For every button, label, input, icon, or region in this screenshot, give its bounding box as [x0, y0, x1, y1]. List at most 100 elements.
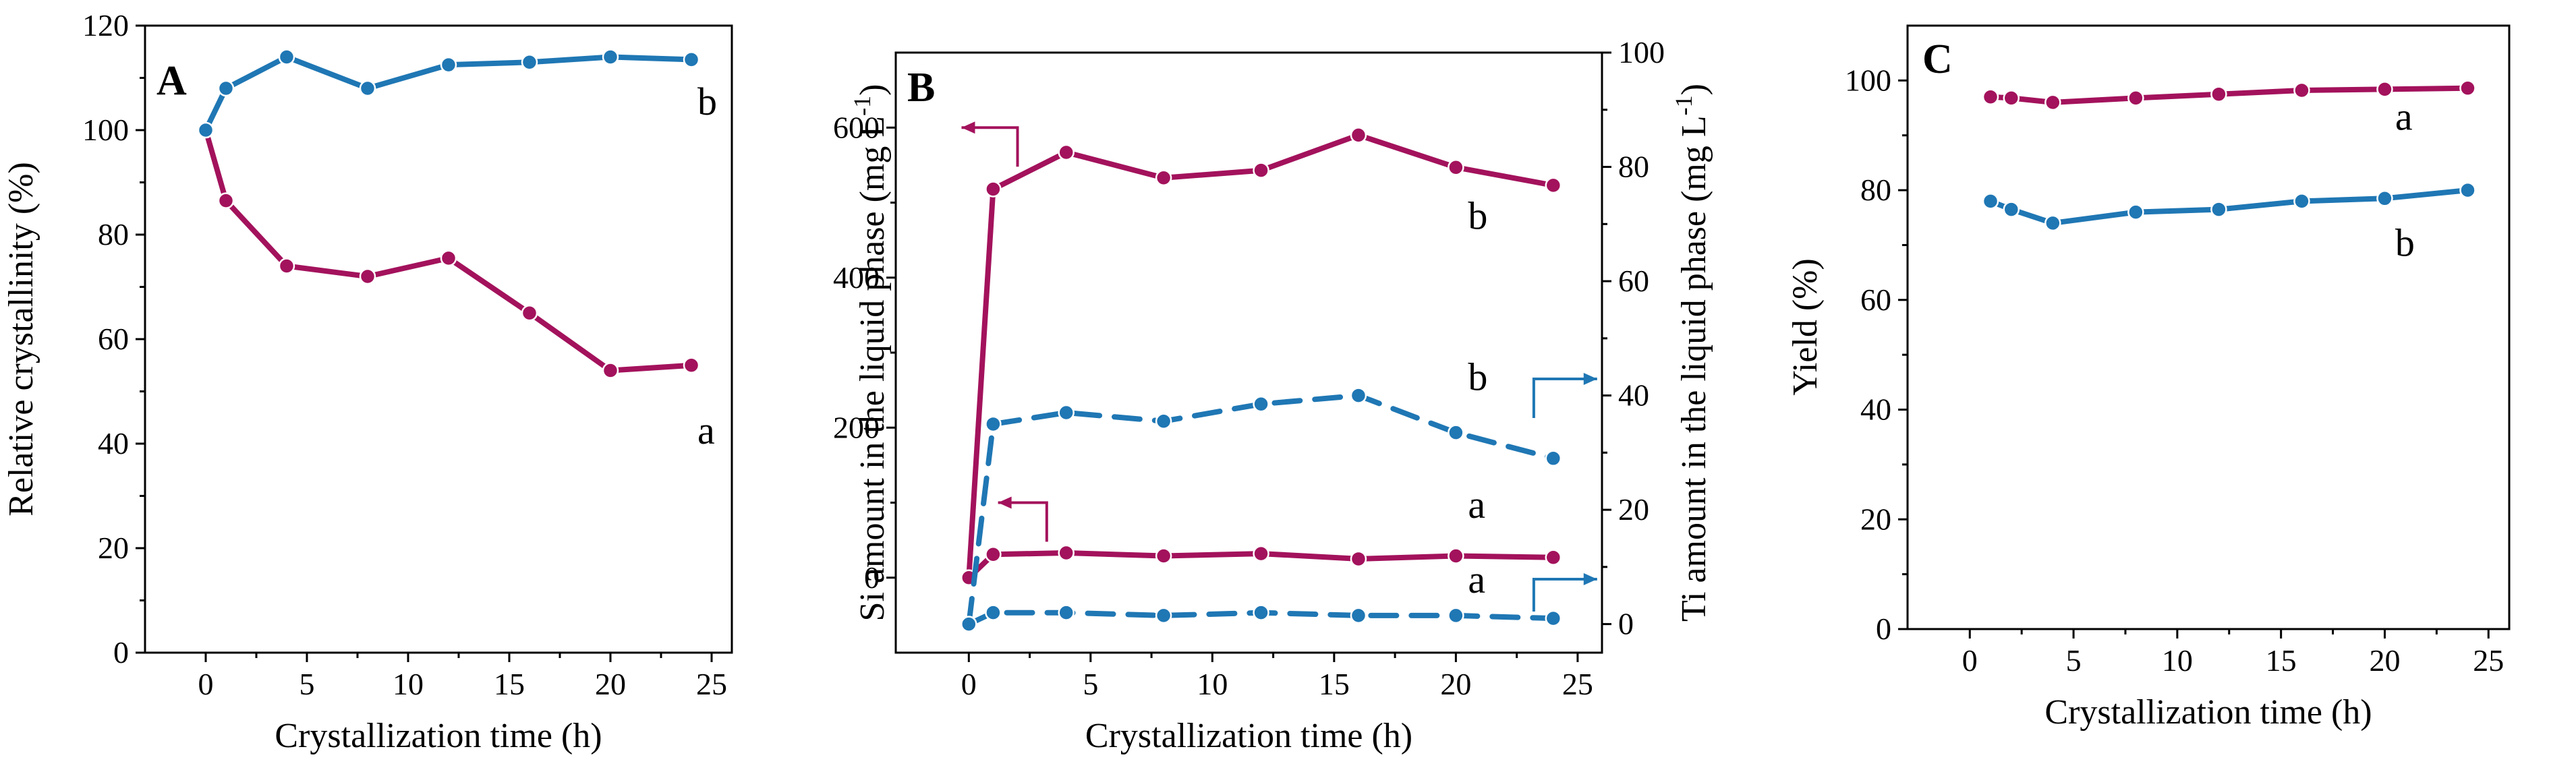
y-tick-label: 100	[1845, 63, 1891, 97]
data-point	[1253, 162, 1269, 179]
data-point	[1448, 158, 1464, 176]
x-tick-label: 5	[2066, 643, 2082, 678]
plot-frame	[894, 51, 1603, 654]
y-tick-label: 0	[113, 635, 129, 670]
data-point	[1545, 549, 1562, 566]
data-point	[2210, 86, 2227, 102]
y2-tick-label: 40	[1618, 378, 1649, 413]
plot-frame	[144, 24, 733, 654]
data-point	[1155, 413, 1172, 429]
left-axis-arrow-head	[998, 496, 1012, 509]
y-tick-label: 60	[98, 322, 129, 356]
data-point	[2376, 190, 2393, 207]
data-point	[985, 546, 1002, 563]
curve-label: a	[1468, 483, 1485, 527]
series-line-a-ti-	[966, 610, 1556, 627]
y-tick-label: 400	[833, 260, 880, 295]
data-point	[1155, 169, 1172, 187]
data-point	[2293, 193, 2310, 210]
x-tick-label: 25	[1562, 667, 1593, 701]
y-tick-label: 80	[1860, 173, 1891, 207]
y2-tick-label: 20	[1618, 492, 1649, 527]
y-tick-label: 100	[82, 113, 129, 147]
data-point	[1350, 607, 1367, 624]
panel-label: B	[907, 65, 935, 111]
data-point	[2127, 204, 2144, 220]
data-point	[1982, 193, 1999, 210]
data-point	[985, 181, 1002, 198]
panel-A: 0 5 10 15 20 25 0 20 40 60 80 100 120 Crystallization…	[2, 8, 733, 755]
curve-label: b	[1468, 194, 1487, 237]
x-axis-label: Crystallization time (h)	[1085, 717, 1412, 755]
data-point	[359, 268, 376, 285]
panel-label: A	[156, 58, 187, 104]
data-point	[2127, 90, 2144, 107]
data-point	[1253, 604, 1269, 621]
data-point	[2044, 94, 2061, 111]
left-axis-arrow	[998, 501, 1048, 542]
data-point	[2044, 214, 2061, 232]
x-tick-label: 25	[696, 667, 727, 701]
panel-label: C	[1922, 36, 1953, 82]
data-point	[1350, 127, 1367, 144]
data-point	[2459, 181, 2476, 199]
series-line-b	[1988, 187, 2471, 226]
series-line-b-si-	[966, 132, 1556, 581]
data-point	[1350, 387, 1367, 404]
data-point	[602, 362, 619, 379]
y-tick-label: 0	[1876, 612, 1891, 646]
left-axis-arrow-head	[961, 121, 975, 134]
data-point	[1058, 544, 1075, 562]
y-tick-label: 40	[98, 426, 129, 461]
right-axis-arrow	[1532, 377, 1597, 418]
data-point	[985, 604, 1002, 621]
data-point	[2459, 80, 2476, 97]
data-point	[1545, 450, 1562, 467]
data-point	[1058, 604, 1075, 621]
data-point	[1155, 547, 1172, 564]
series-line-b	[203, 54, 694, 133]
data-point	[440, 249, 457, 267]
x-tick-label: 0	[198, 667, 214, 701]
x-tick-label: 0	[1962, 643, 1978, 678]
data-point	[1058, 144, 1075, 161]
data-point	[440, 56, 457, 73]
data-point	[1350, 550, 1367, 568]
x-tick-label: 10	[2162, 643, 2193, 678]
y-tick-label: 20	[1860, 502, 1891, 536]
right-axis-arrow-head	[1583, 572, 1597, 585]
y-tick-label: 40	[1860, 392, 1891, 427]
y-tick-label: 600	[833, 110, 880, 144]
x-tick-label: 5	[299, 667, 315, 701]
x-tick-label: 15	[2266, 643, 2297, 678]
data-point	[2003, 201, 2020, 218]
panel-C: 0 5 10 15 20 25 0 20 40 60 80 100 Crystallization ti…	[1786, 24, 2511, 732]
y-tick-label: 200	[833, 410, 880, 444]
data-point	[683, 357, 700, 374]
y-tick-label: 0	[864, 560, 880, 595]
x-axis-label: Crystallization time (h)	[275, 717, 602, 755]
y-tick-label: 120	[82, 8, 129, 42]
curve-label: a	[697, 409, 715, 452]
x-tick-label: 10	[393, 667, 424, 701]
x-tick-label: 20	[2369, 643, 2400, 678]
data-point	[278, 258, 295, 274]
y-tick-label: 80	[98, 217, 129, 251]
data-point	[1545, 610, 1562, 627]
y-tick-label: 20	[98, 531, 129, 565]
data-point	[278, 49, 295, 65]
left-axis-arrow	[961, 126, 1019, 167]
data-point	[602, 49, 619, 65]
panel-B: 0 5 10 15 20 25 0 200 400 600 0 20 40 60 80 100 Crystall…	[833, 35, 1713, 755]
series-line-a	[203, 127, 694, 374]
x-tick-label: 15	[494, 667, 525, 701]
y2-tick-label: 0	[1618, 607, 1634, 641]
data-point	[1253, 545, 1269, 562]
y-tick-label: 60	[1860, 283, 1891, 317]
right-axis-arrow-head	[1583, 372, 1597, 385]
y-axis-label: Yield (%)	[1786, 258, 1825, 396]
curve-label: b	[697, 80, 717, 123]
x-axis-label: Crystallization time (h)	[2044, 693, 2372, 732]
y-axis-label: Si amount in the liquid phase (mg L-1)	[849, 84, 892, 622]
